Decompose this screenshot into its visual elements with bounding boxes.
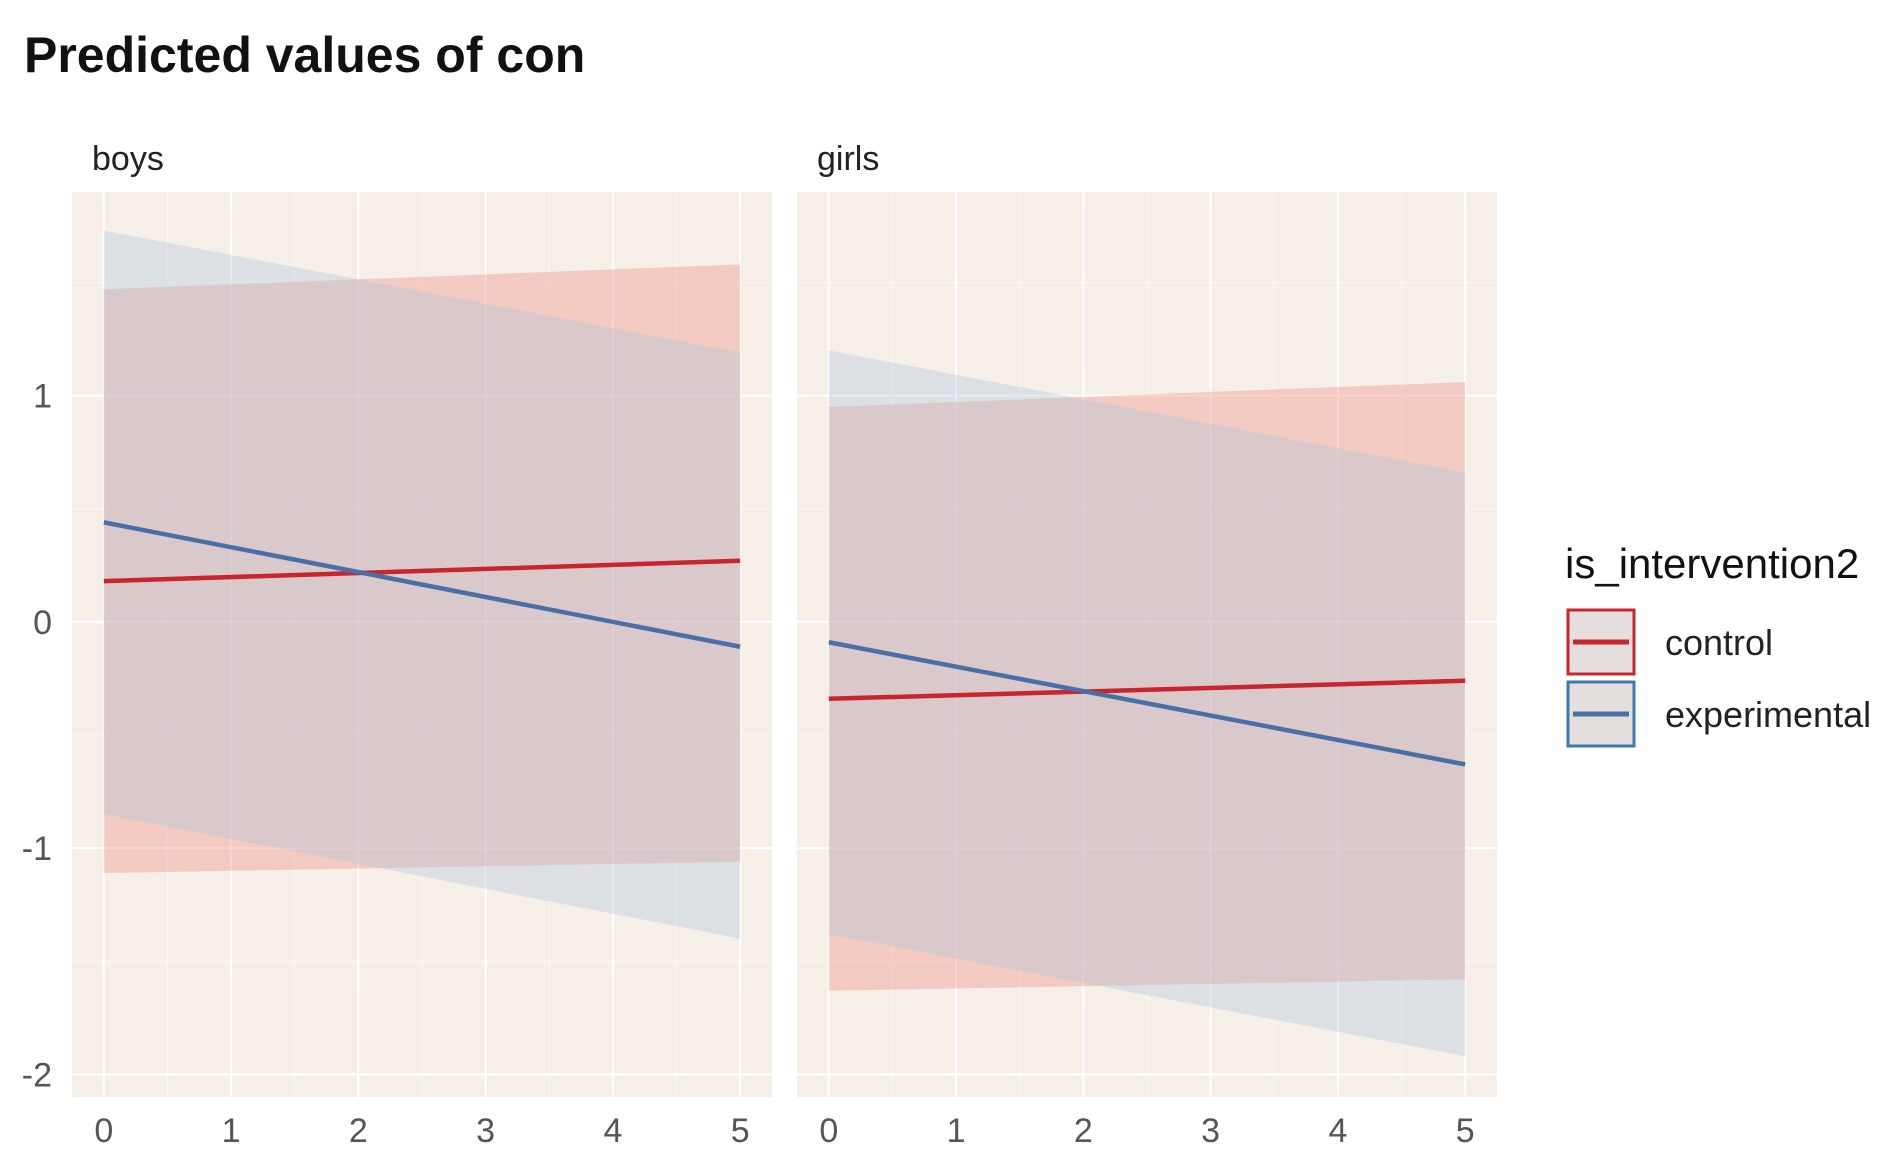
x-tick-label: 5 bbox=[731, 1112, 750, 1150]
x-tick-label: 3 bbox=[1201, 1112, 1220, 1150]
x-tick-label: 1 bbox=[222, 1112, 241, 1150]
y-tick-label: 1 bbox=[33, 378, 52, 416]
x-tick-label: 3 bbox=[476, 1112, 495, 1150]
facet-label-girls: girls bbox=[817, 140, 879, 178]
series-line-control bbox=[828, 678, 1466, 702]
y-tick-label: -1 bbox=[22, 830, 52, 868]
confidence-band-control bbox=[828, 382, 1466, 991]
legend-label-experimental: experimental bbox=[1665, 694, 1871, 735]
x-tick-label: 1 bbox=[947, 1112, 966, 1150]
series-line-experimental bbox=[103, 520, 741, 649]
y-tick-label: -2 bbox=[22, 1056, 52, 1094]
y-tick-label: 0 bbox=[33, 604, 52, 642]
x-tick-label: 4 bbox=[1328, 1112, 1347, 1150]
facet-label-boys: boys bbox=[92, 140, 164, 178]
x-tick-label: 0 bbox=[819, 1112, 838, 1150]
x-tick-label: 2 bbox=[349, 1112, 368, 1150]
series-line-control bbox=[103, 558, 741, 584]
confidence-band-control bbox=[103, 264, 741, 874]
x-tick-label: 0 bbox=[94, 1112, 113, 1150]
x-tick-label: 2 bbox=[1074, 1112, 1093, 1150]
x-tick-label: 4 bbox=[603, 1112, 622, 1150]
x-tick-label: 5 bbox=[1456, 1112, 1475, 1150]
series-line-experimental bbox=[828, 640, 1466, 767]
legend-label-control: control bbox=[1665, 622, 1773, 663]
chart-title: Predicted values of con bbox=[24, 27, 586, 83]
legend-title: is_intervention2 bbox=[1565, 540, 1859, 587]
